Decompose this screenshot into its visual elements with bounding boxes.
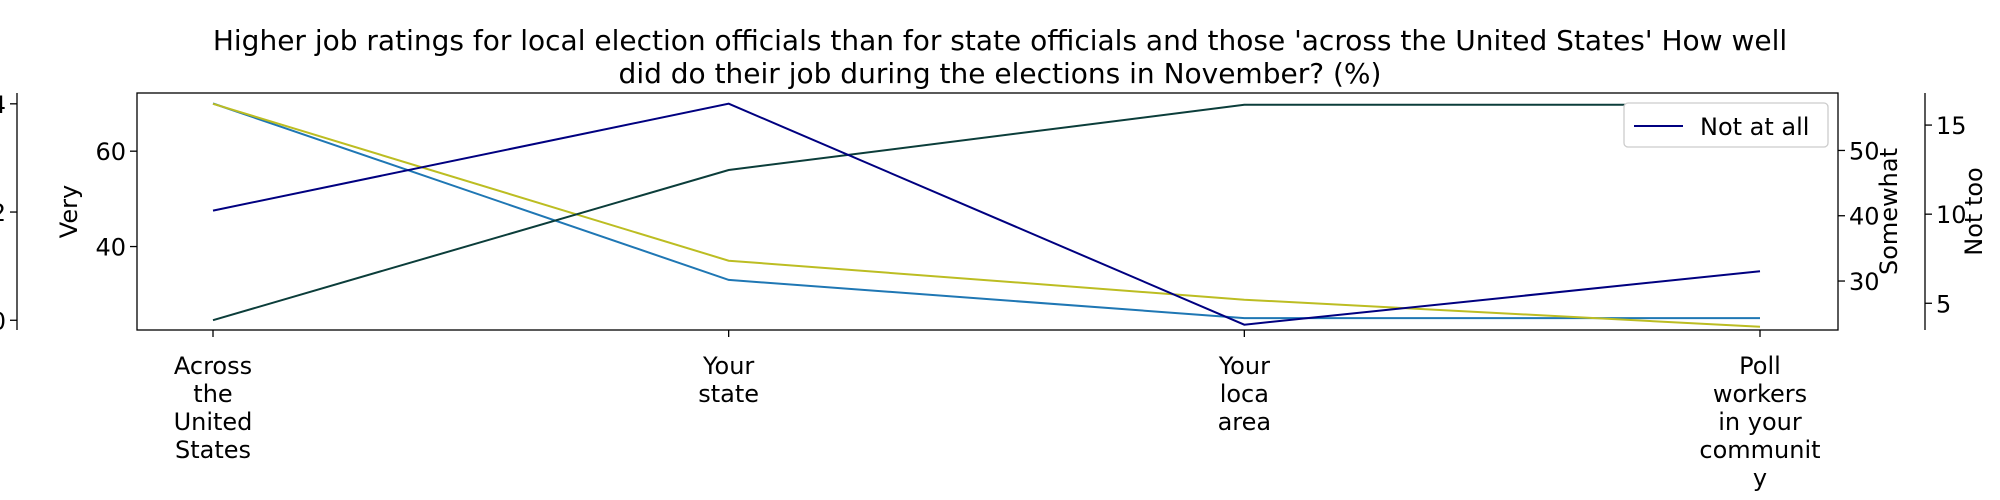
x-tick-label-line: Your — [702, 352, 754, 380]
y-axis-label: Somewhat — [1875, 148, 1903, 275]
y-tick-label: 60 — [95, 138, 126, 166]
series-line-3 — [212, 103, 1760, 322]
x-tick-label-line: communit — [1699, 436, 1820, 464]
y-tick-label: 0 — [0, 307, 6, 335]
series-line-1 — [212, 102, 1760, 320]
chart-title: Higher job ratings for local election of… — [213, 24, 1787, 90]
y-tick-label: 2 — [0, 199, 6, 227]
legend-box — [1623, 102, 1829, 148]
series-lines — [212, 102, 1761, 328]
x-tick-label-line: state — [698, 380, 759, 408]
chart-title-line: Higher job ratings for local election of… — [213, 24, 1787, 57]
y-tick-label: 40 — [1849, 203, 1880, 231]
x-tick-label: Poll workers in your communit y — [1699, 352, 1820, 492]
x-tick-label-line: workers — [1713, 380, 1807, 408]
x-tick-label: Your loca area — [1218, 352, 1272, 436]
y-tick-label: 10 — [1936, 201, 1967, 229]
x-tick-label-line: States — [175, 436, 251, 464]
x-tick-label: Across the United States — [174, 352, 253, 464]
x-tick-label-line: United — [174, 408, 253, 436]
y-tick-label: 5 — [1936, 290, 1951, 318]
x-tick-label-line: in your — [1718, 408, 1802, 436]
y-axis-label: Very — [55, 185, 83, 238]
series-line-2 — [212, 102, 1761, 328]
x-tick-label-line: Poll — [1739, 352, 1781, 380]
y-axis-not-too: 5 10 15 Not too — [1924, 93, 1988, 330]
x-tick-label: Your state — [698, 352, 759, 408]
x-tick-label-line: area — [1218, 408, 1272, 436]
chart-title-line: did do their job during the elections in… — [619, 57, 1382, 90]
y-axis-label: Not too — [1960, 167, 1988, 255]
y-tick-label: 15 — [1936, 112, 1967, 140]
legend-label: Not at all — [1700, 113, 1809, 141]
series-line-4 — [212, 102, 1761, 326]
x-tick-label-line: Your — [1218, 352, 1270, 380]
x-tick-label-line: y — [1753, 464, 1767, 492]
x-tick-label-line: loca — [1220, 380, 1269, 408]
y-tick-label: 4 — [0, 91, 6, 119]
y-axis-left-inner: 40 60 — [95, 138, 137, 262]
y-axis-very: 0 2 4 Very — [0, 91, 83, 335]
x-tick-label-line: the — [193, 380, 232, 408]
x-tick-label-line: Across — [174, 352, 252, 380]
y-tick-label: 30 — [1849, 268, 1880, 296]
y-tick-label: 50 — [1849, 137, 1880, 165]
plot-frame — [136, 92, 1839, 331]
y-tick-label: 40 — [95, 234, 126, 262]
legend: Not at all — [1623, 102, 1829, 148]
